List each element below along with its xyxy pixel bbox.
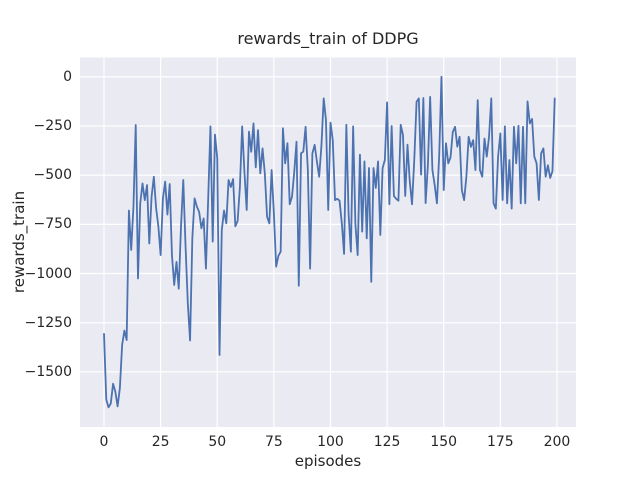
plot-background: [80, 57, 576, 427]
y-tick-label: 0: [63, 68, 72, 85]
x-axis-label: episodes: [294, 452, 362, 470]
x-tick-label: 25: [151, 434, 170, 450]
x-tick-label: 75: [264, 434, 283, 450]
chart-title: rewards_train of DDPG: [237, 29, 419, 48]
x-tick-label: 0: [99, 434, 109, 450]
rewards-line-series: [103, 75, 556, 409]
y-tick-label: −500: [33, 167, 72, 184]
x-tick-label: 125: [373, 434, 401, 450]
y-tick-label: −1000: [24, 265, 72, 282]
y-tick-label: −250: [33, 117, 72, 134]
x-tick-label: 100: [317, 434, 344, 450]
y-tick-label: −750: [33, 216, 72, 233]
y-tick-label: −1250: [24, 314, 72, 331]
x-tick-label: 175: [486, 434, 514, 450]
x-tick-label: 150: [430, 434, 458, 450]
x-tick-label: 200: [543, 434, 571, 450]
y-tick-label: −1500: [24, 363, 72, 380]
x-tick-label: 50: [208, 434, 227, 450]
